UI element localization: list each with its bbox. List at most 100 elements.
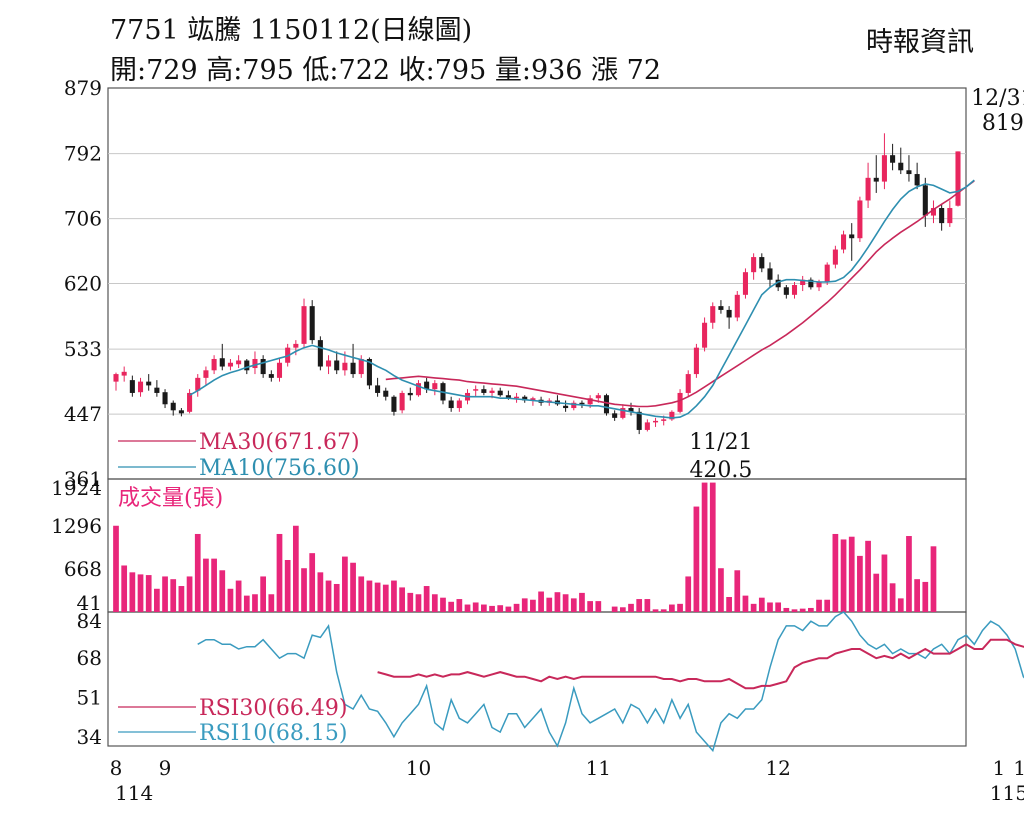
volume-title: 成交量(張) [118,486,223,511]
volume-bar [399,587,405,612]
candle-body [939,208,945,224]
volume-bar [750,603,757,612]
volume-bar [570,598,577,612]
candle-body [636,411,642,430]
volume-bar [840,539,847,612]
candle-body [652,420,659,423]
volume-bar [816,599,822,612]
candle-body [268,374,274,378]
candle-body [849,234,855,239]
volume-bar [260,576,267,612]
price-tick-label: 792 [64,142,102,166]
candle-body [252,358,258,369]
candle-body [187,392,193,412]
candle-body [873,177,879,182]
year-label: 115 [990,781,1024,805]
candle-body [219,358,225,367]
volume-bar [227,588,234,612]
x-tick-label: 1/12 [1013,756,1024,780]
volume-bar [276,533,283,612]
volume-bar [742,595,749,612]
candle-body [244,360,250,371]
candle-body [505,395,511,399]
volume-bar [407,592,414,612]
candle-body [154,387,160,393]
candle-body [383,390,389,397]
candle-body [260,358,266,375]
candle-body [767,268,773,280]
x-tick-label: 1 [993,756,1006,780]
candle-body [317,340,323,367]
candle-body [407,392,413,396]
candle-body [399,392,405,411]
volume-bar [162,576,168,612]
volume-bar [546,597,553,612]
volume-bar [505,606,512,612]
ohlc-stats: 開:729 高:795 低:722 收:795 量:936 漲 72 [110,55,662,86]
volume-bar [252,594,258,612]
price-tick-label: 706 [64,207,102,231]
price-tick-label: 879 [64,76,102,100]
volume-bar [677,603,683,612]
volume-bar [767,602,773,612]
volume-bar [832,533,839,612]
candle-body [358,358,364,375]
candle-body [816,281,822,288]
chart-title: 7751 竑騰 1150112(日線圖) [110,15,473,46]
volume-bar [219,570,226,612]
candle-body [456,400,462,409]
candle-body [914,174,920,186]
annotation-date: 11/21 [689,430,752,455]
volume-bar [881,554,888,612]
volume-panel [113,482,937,612]
volume-bar [644,599,651,612]
candle-body [522,396,528,401]
volume-bar [170,579,177,612]
x-tick-label: 10 [406,756,431,780]
candle-body [366,358,372,386]
candle-body [775,279,781,288]
volume-bar [342,556,348,612]
candle-body [742,272,748,295]
volume-bar [513,603,520,612]
volume-bar [873,573,880,612]
candle-body [800,279,806,286]
volume-bar [521,598,528,612]
candle-body [334,360,340,371]
volume-bar [309,553,316,612]
volume-bar [391,580,397,612]
volume-bar [366,580,373,612]
panel-frame-2 [107,611,967,747]
gridlines [108,153,966,415]
volume-bar [333,583,340,612]
candle-body [432,383,438,390]
volume-bar [538,591,544,612]
candle-body [276,362,283,378]
volume-bar [554,592,561,612]
candle-body [693,347,699,375]
candle-body [162,392,168,405]
volume-bar [619,607,626,612]
rsi30-line [377,638,1024,690]
volume-bar [709,482,716,612]
volume-bar [481,604,487,612]
year-label: 114 [115,781,153,805]
volume-bar [611,606,618,612]
candle-body [751,257,757,273]
candle-body [489,390,495,393]
candle-body [571,402,577,409]
rsi-tick-label: 68 [77,646,102,670]
candle-body [890,155,896,163]
candle-body [906,170,912,175]
candle-body [669,411,675,420]
candle-body [309,306,315,341]
volume-bar [423,586,430,612]
volume-bar [775,602,782,612]
volume-bar [669,604,675,612]
candle-body [702,322,708,348]
candle-body [530,398,536,401]
candle-body [301,306,307,344]
volume-bar [685,576,692,612]
candle-body [661,419,667,421]
